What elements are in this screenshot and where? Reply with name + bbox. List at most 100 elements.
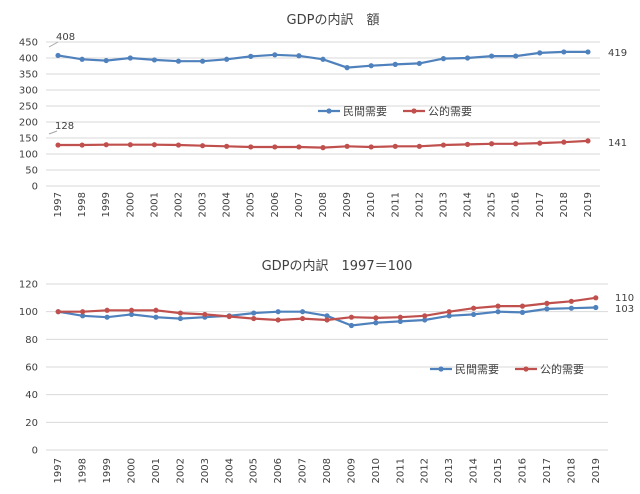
legend-entry: 民間需要 [343, 105, 387, 118]
data-point [593, 304, 599, 311]
data-point [348, 322, 355, 329]
data-point [348, 314, 355, 320]
x-tick-label: 2017 [542, 458, 553, 483]
data-point [585, 138, 591, 144]
data-point [128, 307, 135, 313]
data-point [296, 53, 302, 59]
y-tick-label: 50 [25, 166, 38, 177]
chart-title: GDPの内訳 額 [287, 12, 380, 28]
x-tick-label: 2005 [246, 192, 257, 217]
data-point [226, 313, 232, 320]
data-point [153, 307, 159, 313]
data-point [471, 305, 477, 311]
x-tick-label: 1997 [53, 458, 64, 483]
data-point [299, 309, 306, 315]
legend-entry: 公的需要 [540, 362, 584, 376]
x-tick-label: 2007 [298, 458, 309, 483]
y-tick-label: 120 [19, 280, 38, 291]
x-tick-label: 2014 [463, 192, 474, 217]
data-point [224, 143, 230, 149]
data-point [80, 313, 86, 319]
data-point [585, 49, 591, 55]
data-point [248, 144, 254, 150]
data-point [251, 310, 257, 316]
data-point [368, 63, 374, 69]
data-point [251, 315, 257, 322]
data-point [344, 65, 350, 71]
data-point [446, 313, 452, 319]
data-point [464, 55, 471, 61]
x-tick-label: 2011 [390, 192, 401, 217]
x-tick-label: 2010 [371, 458, 382, 483]
data-point [199, 58, 206, 64]
x-tick-label: 2015 [487, 192, 498, 217]
data-point [55, 52, 61, 59]
data-point [440, 142, 447, 148]
data-point [422, 317, 428, 323]
data-point [464, 141, 471, 147]
x-tick-label: 2019 [591, 458, 602, 483]
y-tick-label: 20 [25, 418, 38, 429]
data-point [568, 298, 574, 304]
data-point [175, 142, 182, 148]
data-point [79, 142, 85, 148]
data-point [495, 309, 501, 315]
x-tick-label: 1999 [102, 458, 113, 483]
data-label: 128 [55, 121, 74, 132]
x-tick-label: 2016 [517, 458, 528, 483]
x-tick-label: 2004 [222, 192, 233, 217]
x-tick-label: 2011 [395, 458, 406, 483]
y-tick-label: 450 [19, 38, 38, 49]
y-tick-label: 400 [19, 54, 38, 65]
data-label: 103 [615, 304, 634, 315]
data-point [55, 142, 61, 148]
x-tick-label: 2002 [173, 192, 184, 217]
data-point [103, 57, 109, 64]
legend-marker [523, 366, 529, 372]
y-tick-label: 60 [25, 363, 38, 374]
data-point [177, 315, 183, 322]
y-tick-label: 100 [19, 150, 38, 161]
x-tick-label: 2002 [175, 458, 186, 483]
data-point [79, 56, 85, 62]
data-point [471, 311, 477, 318]
y-tick-label: 350 [19, 70, 38, 81]
data-point [296, 144, 302, 150]
y-tick-label: 80 [25, 335, 38, 346]
data-point [561, 49, 567, 55]
data-point [324, 317, 330, 323]
data-point [513, 141, 519, 147]
x-tick-label: 2000 [127, 458, 138, 483]
x-tick-label: 2018 [559, 192, 570, 217]
data-label: 408 [56, 32, 75, 43]
data-point [561, 139, 567, 145]
data-point [489, 141, 495, 147]
y-tick-label: 0 [32, 446, 38, 457]
x-tick-label: 2004 [224, 458, 235, 483]
x-tick-label: 2006 [273, 458, 284, 483]
x-tick-label: 1998 [77, 192, 88, 217]
annotation-leader [48, 130, 58, 135]
annotation-leader [48, 41, 59, 48]
data-point [392, 143, 398, 149]
x-tick-label: 2013 [438, 192, 449, 217]
data-point [320, 56, 326, 62]
data-point [544, 300, 550, 306]
x-tick-label: 2016 [511, 192, 522, 217]
x-tick-label: 2019 [583, 192, 594, 217]
data-point [422, 313, 428, 319]
x-tick-label: 2001 [151, 458, 162, 483]
data-point [416, 60, 422, 67]
data-point [127, 142, 133, 148]
data-point [55, 309, 61, 315]
x-tick-label: 2007 [294, 192, 305, 217]
data-point [397, 314, 403, 320]
data-label: 110 [615, 293, 634, 304]
data-point [80, 309, 86, 315]
data-point [324, 313, 330, 319]
y-tick-label: 100 [19, 307, 38, 318]
data-point [519, 303, 526, 309]
x-tick-label: 2018 [566, 458, 577, 483]
chart-title: GDPの内訳 1997＝100 [262, 258, 413, 274]
